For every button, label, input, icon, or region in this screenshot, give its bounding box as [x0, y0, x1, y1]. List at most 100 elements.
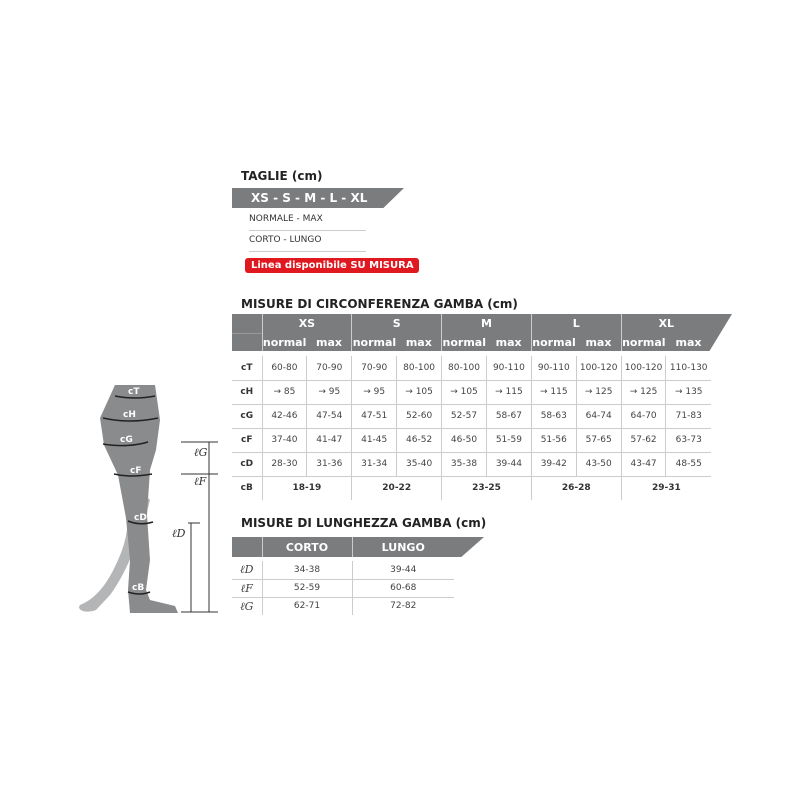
cell: 51-56 [530, 428, 577, 452]
cell: 39-44 [351, 561, 454, 579]
cell: 72-82 [351, 597, 454, 615]
cell: 34-38 [261, 561, 352, 579]
cell: 52-57 [441, 404, 487, 428]
row-label: ℓF [240, 581, 253, 595]
cell: 42-46 [261, 404, 307, 428]
cell: 35-38 [441, 452, 487, 476]
size-header-m: M [441, 314, 532, 333]
cell: 90-110 [530, 356, 577, 380]
cell: 58-67 [485, 404, 532, 428]
custom-line-badge: Linea disponibile SU MISURA [245, 258, 419, 273]
row-label: cH [240, 387, 254, 397]
cell: 70-90 [351, 356, 397, 380]
cell: 63-73 [665, 428, 711, 452]
cell: 60-68 [351, 579, 454, 597]
table-row: cT 60-80 70-90 70-90 80-100 80-100 90-110 90-11… [232, 356, 711, 380]
cell: 31-34 [351, 452, 397, 476]
cell: 28-30 [261, 452, 307, 476]
cell: 51-59 [485, 428, 532, 452]
cell: → 115 [485, 380, 532, 404]
subheader-max: max [675, 335, 702, 349]
row-label: cG [240, 411, 254, 421]
cell: 23-25 [441, 476, 532, 500]
cell: 57-62 [620, 428, 666, 452]
cell: → 125 [575, 380, 622, 404]
sizes-title: TAGLIE (cm) [241, 169, 323, 183]
cell: → 95 [351, 380, 397, 404]
table-row: cF 37-40 41-47 41-45 46-52 46-50 51-59 51-56 57-… [232, 428, 711, 452]
subheader-normal: normal [441, 333, 487, 351]
option-corto-lungo: CORTO - LUNGO [249, 235, 366, 252]
cell: 70-90 [306, 356, 352, 380]
cell: 20-22 [351, 476, 442, 500]
cell: 60-80 [261, 356, 307, 380]
subheader-max: max [316, 335, 343, 349]
table-row: cH → 85 → 95 → 95 → 105 → 105 → 115 → 115 → 125 →… [232, 380, 711, 404]
label-cB: cB [132, 583, 144, 593]
row-label: cF [241, 435, 253, 445]
cell: 90-110 [485, 356, 532, 380]
cell: → 125 [620, 380, 666, 404]
table-row: ℓF 52-59 60-68 [232, 579, 454, 597]
label-cG: cG [120, 435, 133, 445]
subheader-normal: normal [351, 333, 397, 351]
label-cH: cH [123, 410, 136, 420]
cell: 39-42 [530, 452, 577, 476]
row-label: ℓG [240, 599, 254, 613]
cell: 64-70 [620, 404, 666, 428]
length-title: MISURE DI LUNGHEZZA GAMBA (cm) [241, 516, 487, 530]
label-cD: cD [134, 513, 147, 523]
table-row: cG 42-46 47-54 47-51 52-60 52-57 58-67 58-63 64-… [232, 404, 711, 428]
cell: → 105 [441, 380, 487, 404]
cell: → 135 [665, 380, 711, 404]
cell: 31-36 [306, 452, 352, 476]
length-label-lG: ℓG [194, 446, 208, 459]
cell: 41-47 [306, 428, 352, 452]
front-leg [100, 385, 178, 613]
cell: 29-31 [620, 476, 711, 500]
label-cT: cT [128, 387, 140, 397]
cell: 18-19 [261, 476, 352, 500]
cell: 110-130 [665, 356, 711, 380]
table-row: ℓD 34-38 39-44 [232, 561, 454, 579]
leg-figure: cT cH cG cF cD cB ℓG ℓF ℓD [79, 385, 218, 613]
table-row: ℓG 62-71 72-82 [232, 597, 454, 615]
cell: 58-63 [530, 404, 577, 428]
length-label-lF: ℓF [194, 475, 207, 488]
subheader-max: max [405, 335, 432, 349]
cell: → 105 [396, 380, 442, 404]
size-header-xs: XS [261, 314, 352, 333]
row-label: cB [240, 483, 253, 494]
label-cF: cF [130, 466, 141, 476]
cell: 47-54 [306, 404, 352, 428]
cell: 57-65 [575, 428, 622, 452]
cell: 47-51 [351, 404, 397, 428]
table-row: cB 18-19 20-22 23-25 26-28 29-31 [232, 476, 711, 500]
cell: 41-45 [351, 428, 397, 452]
length-header-corto: CORTO [261, 537, 352, 557]
cell: → 115 [530, 380, 577, 404]
cell: 35-40 [396, 452, 442, 476]
cell: → 85 [261, 380, 307, 404]
length-label-lD: ℓD [172, 527, 186, 540]
cell: 100-120 [575, 356, 622, 380]
subheader-normal: normal [261, 333, 307, 351]
row-label: cD [240, 459, 254, 469]
cell: 37-40 [261, 428, 307, 452]
size-header-xl: XL [620, 314, 711, 333]
sizes-band: XS - S - M - L - XL [232, 188, 404, 208]
size-header-l: L [530, 314, 622, 333]
row-label: ℓD [240, 563, 254, 577]
cell: 100-120 [620, 356, 666, 380]
length-header-lungo: LUNGO [351, 537, 454, 557]
size-header-s: S [351, 314, 442, 333]
cell: 39-44 [485, 452, 532, 476]
cell: → 95 [306, 380, 352, 404]
subheader-max: max [585, 335, 612, 349]
cell: 62-71 [261, 597, 352, 615]
cell: 43-50 [575, 452, 622, 476]
cell: 46-52 [396, 428, 442, 452]
cell: 43-47 [620, 452, 666, 476]
cell: 64-74 [575, 404, 622, 428]
cell: 80-100 [396, 356, 442, 380]
